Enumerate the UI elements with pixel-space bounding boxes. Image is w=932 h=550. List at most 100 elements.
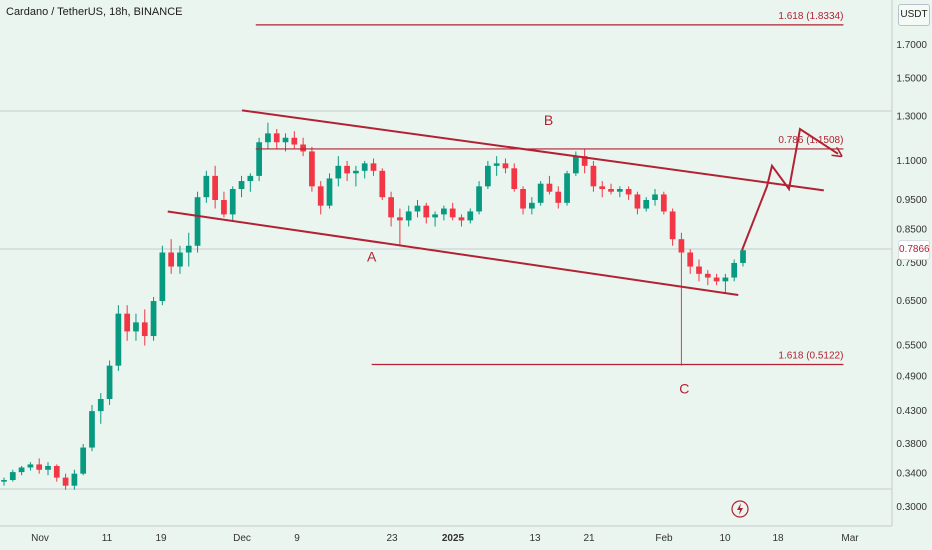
candle-body — [643, 199, 650, 209]
candle-body — [141, 322, 148, 337]
candle-body — [379, 170, 386, 198]
channel-trendline — [167, 210, 739, 296]
y-tick-label: 1.7000 — [896, 40, 927, 51]
candle-body — [476, 186, 482, 212]
x-tick-label: 10 — [719, 533, 731, 544]
candle-body — [185, 245, 192, 253]
time-scale[interactable] — [0, 526, 892, 550]
candle-body — [713, 277, 720, 282]
x-tick-label: 9 — [294, 533, 300, 544]
x-tick-label: Feb — [655, 533, 673, 544]
candle-body — [441, 208, 447, 215]
candle-body — [353, 170, 359, 174]
y-tick-label: 0.4300 — [896, 406, 927, 417]
y-tick-label: 0.3800 — [896, 439, 927, 450]
candle-body — [97, 399, 104, 412]
candle-body — [45, 465, 51, 470]
annotations-group: 1.618 (1.8334) 0.786 (1.1508) 1.618 (0.512… — [167, 11, 844, 397]
candle-body — [731, 262, 738, 278]
candle-body — [309, 151, 315, 187]
candle-body — [1, 480, 7, 482]
candle-body — [18, 467, 25, 473]
candle-body — [740, 250, 746, 263]
candle-body — [159, 252, 166, 302]
candle-body — [696, 266, 702, 274]
fib-level-label: 1.618 (0.5122) — [778, 351, 843, 362]
fib-level-label: 0.786 (1.1508) — [778, 135, 843, 146]
candle-body — [344, 165, 350, 174]
candle-body — [414, 205, 421, 212]
candle-body — [71, 473, 78, 486]
candle-body — [564, 173, 570, 203]
candle-body — [599, 186, 606, 190]
lightning-icon[interactable] — [731, 500, 749, 518]
candle-body — [546, 183, 553, 192]
candle-body — [590, 165, 597, 187]
wave-label-c: C — [679, 381, 689, 397]
candle-body — [625, 189, 632, 195]
x-tick-label: 19 — [155, 533, 167, 544]
candle-body — [432, 214, 438, 218]
chart-title: Cardano / TetherUS, 18h, BINANCE — [6, 6, 183, 18]
candle-body — [317, 186, 324, 206]
candle-body — [704, 273, 711, 278]
y-tick-label: 0.4900 — [896, 371, 927, 382]
candle-body — [247, 175, 254, 182]
candle-body — [555, 191, 562, 203]
candle-body — [652, 194, 658, 200]
candle-body — [106, 365, 113, 400]
candle-body — [361, 163, 368, 171]
candle-body — [581, 156, 588, 166]
fib-level-label: 1.618 (1.8334) — [778, 11, 843, 22]
candle-body — [62, 477, 69, 486]
currency-button-label: USDT — [900, 9, 928, 20]
candle-body — [405, 211, 412, 221]
candle-body — [300, 144, 306, 152]
y-tick-label: 1.1000 — [896, 156, 927, 167]
candle-body — [467, 211, 474, 221]
last-price-label: 0.7866 — [899, 244, 930, 255]
y-tick-label: 1.5000 — [896, 73, 927, 84]
candle-body — [9, 472, 16, 481]
candle-body — [502, 163, 509, 169]
candle-body — [722, 277, 729, 282]
candle-body — [572, 156, 579, 174]
y-axis-ticks: 1.7000 1.5000 1.3000 1.1000 0.9500 0.8500 0.75… — [896, 40, 927, 513]
candle-body — [616, 189, 623, 192]
projection-path — [741, 127, 838, 251]
candle-body — [335, 165, 342, 179]
candle-body — [27, 464, 34, 468]
currency-button[interactable]: USDT — [898, 4, 930, 26]
candle-body — [634, 194, 641, 209]
x-tick-label: Mar — [841, 533, 859, 544]
candle-body — [669, 211, 676, 240]
candle-body — [370, 163, 377, 171]
x-tick-label: 18 — [772, 533, 784, 544]
last-price-tag: 0.7866 — [898, 240, 930, 260]
candle-body — [678, 239, 685, 253]
candle-body — [291, 137, 298, 145]
candle-body — [203, 175, 210, 198]
y-tick-label: 0.3400 — [896, 469, 927, 480]
candle-body — [89, 411, 95, 448]
candle-body — [608, 189, 614, 192]
x-tick-label: 2025 — [442, 533, 465, 544]
candle-body — [168, 252, 175, 267]
y-tick-label: 1.3000 — [896, 111, 927, 122]
x-tick-label: 21 — [583, 533, 595, 544]
candle-body — [36, 464, 43, 470]
x-axis-ticks: Nov 11 19 Dec 9 23 2025 13 21 Feb 10 18 Mar — [31, 533, 859, 544]
candle-body — [485, 165, 491, 187]
candle-body — [326, 178, 333, 206]
x-tick-label: 23 — [386, 533, 398, 544]
y-tick-label: 0.8500 — [896, 225, 927, 236]
price-scale[interactable] — [892, 0, 932, 550]
candle-body — [449, 208, 456, 218]
y-tick-label: 0.9500 — [896, 195, 927, 206]
candle-body — [238, 181, 245, 190]
candle-body — [150, 301, 157, 337]
candles-group — [1, 122, 746, 490]
x-tick-label: Dec — [233, 533, 251, 544]
